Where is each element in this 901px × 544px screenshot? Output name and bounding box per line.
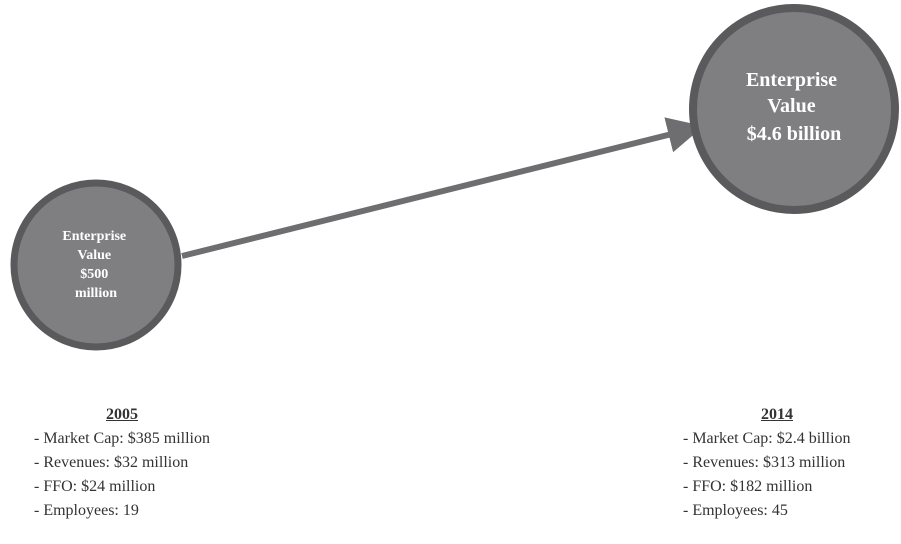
bubble-2005-line: Enterprise: [62, 229, 126, 244]
stats-list-2005: - Market Cap: $385 million - Revenues: $…: [34, 427, 294, 523]
bubble-2005: Enterprise Value $500 million: [10, 179, 182, 351]
growth-arrow: [181, 117, 704, 259]
stat-market-cap: - Market Cap: $2.4 billion: [683, 430, 851, 447]
stat-market-cap: - Market Cap: $385 million: [34, 430, 210, 447]
bubble-2014: Enterprise Value $4.6 billion: [689, 4, 899, 214]
stats-2005: 2005 - Market Cap: $385 million - Revenu…: [34, 403, 294, 523]
svg-text:Enterprise Value $: Enterprise Value $4.6 billion: [746, 69, 842, 145]
stat-ffo: - FFO: $24 million: [34, 478, 156, 495]
bubble-2005-circle: [10, 179, 182, 351]
stat-employees: - Employees: 45: [683, 502, 788, 519]
stat-ffo: - FFO: $182 million: [683, 478, 813, 495]
bubble-2005-line: million: [75, 286, 117, 301]
bubble-2005-line: Value: [77, 248, 111, 263]
stat-revenues: - Revenues: $32 million: [34, 454, 189, 471]
bubble-2014-line: $4.6 billion: [747, 123, 841, 145]
bubble-2005-line: $500: [80, 267, 108, 282]
year-heading-2014: 2014: [761, 406, 793, 423]
stat-employees: - Employees: 19: [34, 502, 139, 519]
svg-text:Enterprise Value $: Enterprise Value $500 million: [62, 229, 129, 301]
bubble-2014-line: Value: [767, 95, 815, 117]
bubble-2014-line: Enterprise: [746, 69, 837, 91]
stats-2014: 2014 - Market Cap: $2.4 billion - Revenu…: [683, 403, 901, 523]
bubble-2014-circle: [689, 4, 899, 214]
year-heading-2005: 2005: [106, 406, 138, 423]
stat-revenues: - Revenues: $313 million: [683, 454, 846, 471]
stats-list-2014: - Market Cap: $2.4 billion - Revenues: $…: [683, 427, 901, 523]
